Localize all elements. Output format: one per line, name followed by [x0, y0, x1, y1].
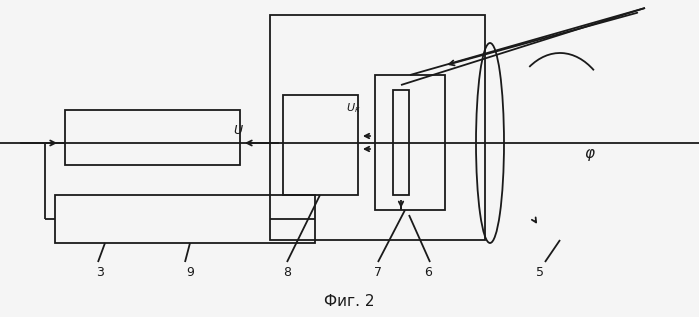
Text: 6: 6	[424, 266, 432, 279]
Text: 9: 9	[186, 266, 194, 279]
Bar	[65, 110, 240, 165]
Bar	[270, 15, 485, 240]
Text: Фиг. 2: Фиг. 2	[324, 294, 374, 309]
Text: U: U	[233, 124, 243, 137]
Text: 8: 8	[283, 266, 291, 279]
Text: 7: 7	[374, 266, 382, 279]
Text: 5: 5	[536, 266, 544, 279]
Bar	[375, 75, 445, 210]
Text: $\varphi$: $\varphi$	[584, 147, 596, 163]
Text: 3: 3	[96, 266, 104, 279]
Bar	[283, 95, 358, 195]
Text: $U_к$: $U_к$	[345, 101, 361, 115]
Bar	[55, 195, 315, 243]
Bar	[393, 90, 409, 195]
